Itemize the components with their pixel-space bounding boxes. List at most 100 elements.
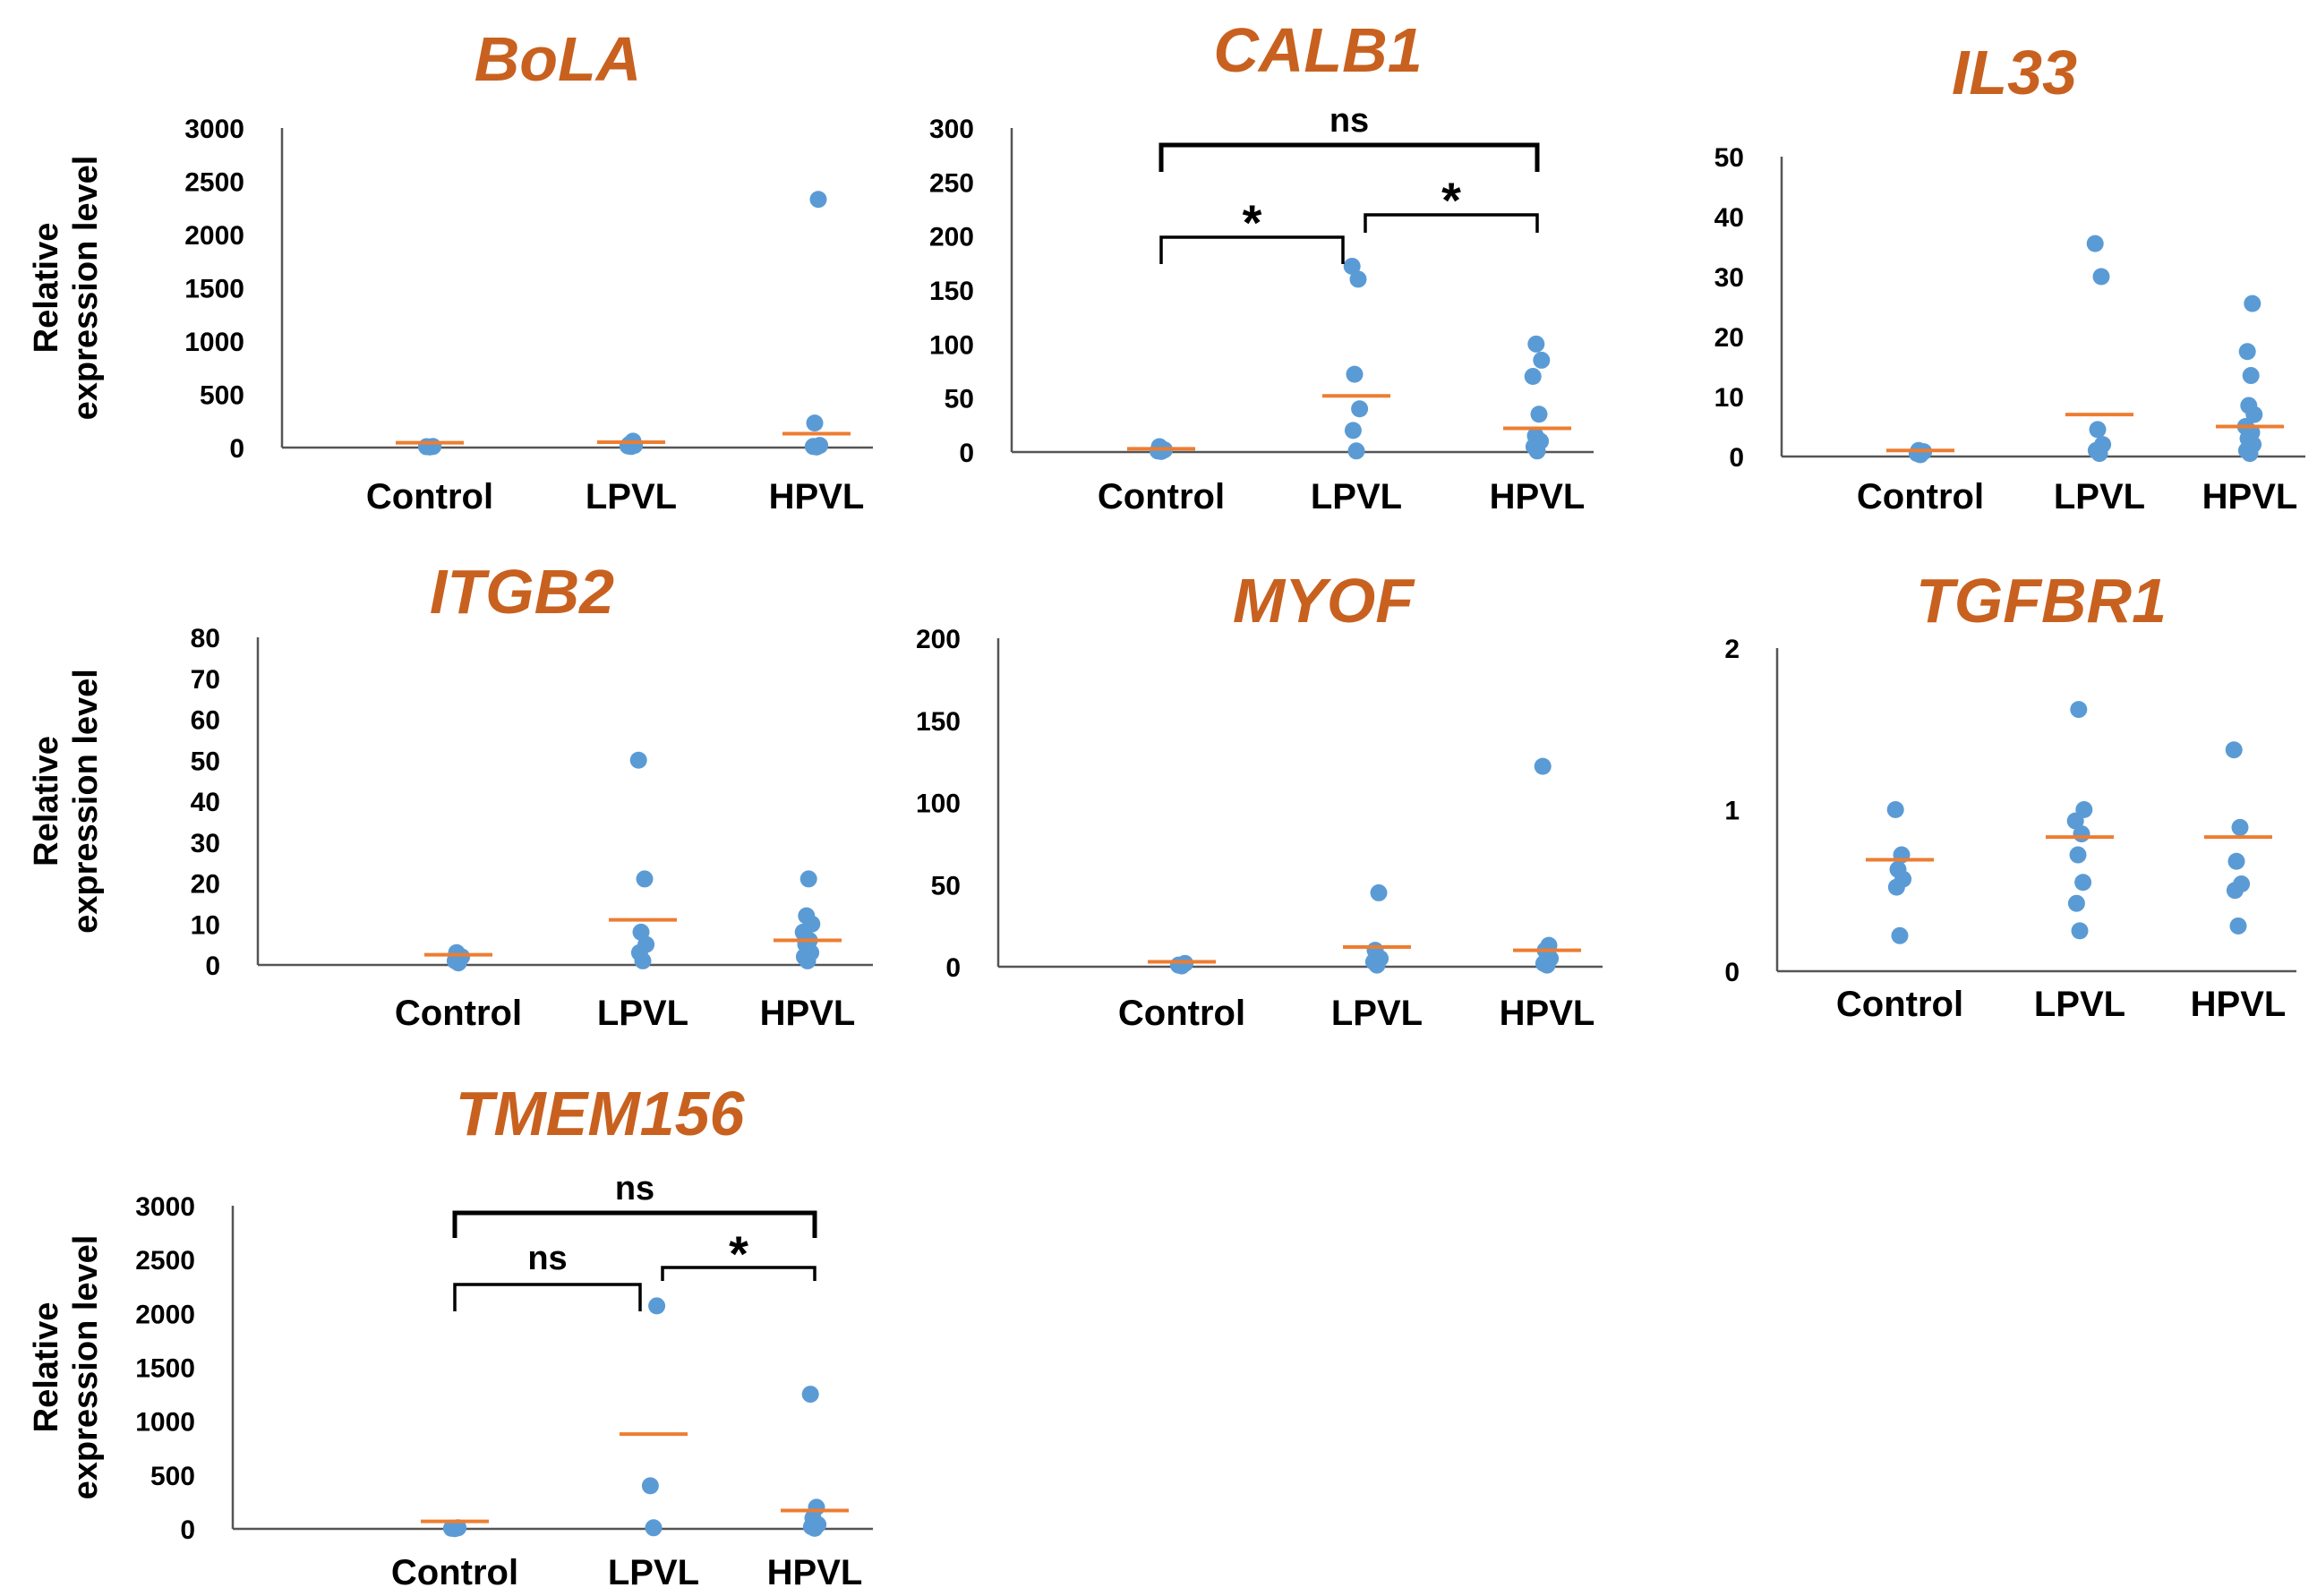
- x-category-label: LPVL: [2054, 477, 2145, 516]
- y-tick-label: 1000: [184, 328, 244, 357]
- y-tick-label: 10: [191, 910, 220, 940]
- data-point: [2225, 741, 2243, 759]
- chart-title: IL33: [1952, 38, 2077, 107]
- data-point: [2233, 875, 2251, 893]
- data-point: [1351, 400, 1369, 418]
- data-point: [2094, 436, 2112, 454]
- data-point: [809, 191, 827, 209]
- x-category-label: LPVL: [597, 994, 688, 1033]
- y-tick-label: 50: [191, 747, 220, 776]
- y-tick-label: 500: [200, 381, 244, 411]
- x-category-label: Control: [1098, 477, 1225, 516]
- significance-bracket: [453, 1283, 642, 1311]
- data-point: [641, 1477, 659, 1495]
- x-category-label: Control: [366, 477, 493, 516]
- y-tick-label: 2: [1724, 635, 1740, 664]
- x-category-label: HPVL: [1490, 477, 1586, 516]
- y-tick-label: 0: [180, 1515, 195, 1545]
- data-point: [1344, 422, 1362, 440]
- y-tick-label: 1500: [135, 1354, 195, 1384]
- y-tick-label: 2000: [184, 221, 244, 251]
- chart-myof: MYOF 0 50 100 150 200 Control LPVL HPVL: [916, 566, 1603, 1033]
- data-point: [2229, 917, 2247, 935]
- x-category-label: HPVL: [1500, 994, 1595, 1033]
- y-tick-label: 40: [191, 788, 220, 817]
- y-axis-label-line2: expression level: [67, 669, 105, 934]
- chart-il33: IL33 0 10 20 30 40 50 Control LPVL HPVL: [1714, 38, 2305, 516]
- data-point: [449, 1519, 467, 1537]
- y-tick-label: 300: [929, 115, 974, 144]
- y-tick-label: 1: [1724, 797, 1740, 826]
- significance-bracket: [1159, 235, 1345, 264]
- y-tick-label: 2500: [135, 1246, 195, 1276]
- data-point: [645, 1519, 663, 1537]
- x-category-label: LPVL: [1311, 477, 1402, 516]
- x-category-label: LPVL: [586, 477, 677, 516]
- chart-title: MYOF: [1233, 566, 1415, 636]
- x-category-label: LPVL: [608, 1553, 699, 1592]
- data-point: [1366, 942, 1384, 960]
- y-axis-label-line2: expression level: [67, 156, 105, 421]
- y-tick-label: 0: [959, 439, 974, 468]
- y-axis-label-line1: Relative: [28, 223, 65, 354]
- data-point: [799, 870, 817, 888]
- data-point: [2092, 268, 2110, 286]
- y-tick-label: 3000: [184, 115, 244, 144]
- data-point: [2086, 235, 2104, 252]
- y-axis-label-line2: expression level: [67, 1235, 105, 1500]
- data-point: [2231, 818, 2249, 836]
- chart-bola: BoLA Relative expression level 0 500 1000 1500…: [28, 24, 873, 516]
- data-point: [632, 923, 650, 941]
- x-category-label: Control: [1836, 985, 1963, 1024]
- x-category-label: LPVL: [1331, 994, 1423, 1033]
- x-category-label: HPVL: [2202, 477, 2298, 516]
- x-category-label: Control: [1857, 477, 1984, 516]
- data-point: [1527, 335, 1545, 353]
- significance-bracket: [1158, 142, 1540, 172]
- y-tick-label: 150: [929, 277, 974, 306]
- data-point: [2089, 421, 2107, 439]
- y-tick-label: 2000: [135, 1300, 195, 1329]
- y-tick-label: 0: [945, 953, 961, 983]
- significance-label: *: [1243, 194, 1262, 251]
- chart-title: TGFBR1: [1916, 566, 2167, 636]
- x-category-label: HPVL: [760, 994, 856, 1033]
- data-point: [801, 1386, 819, 1404]
- data-point: [448, 943, 466, 961]
- data-point: [2074, 874, 2092, 892]
- x-category-label: HPVL: [767, 1553, 863, 1592]
- data-point: [1533, 351, 1551, 369]
- y-tick-label: 0: [1724, 958, 1740, 987]
- y-tick-label: 50: [1714, 143, 1744, 173]
- y-tick-label: 100: [916, 789, 961, 819]
- significance-bracket: [661, 1266, 817, 1281]
- significance-label: ns: [615, 1170, 654, 1208]
- data-point: [2242, 367, 2260, 385]
- data-point: [636, 870, 654, 888]
- data-point: [1530, 405, 1548, 423]
- y-tick-label: 20: [1714, 323, 1744, 353]
- y-tick-label: 50: [945, 385, 974, 414]
- data-point: [808, 1498, 825, 1516]
- data-point: [1524, 368, 1542, 386]
- significance-label: *: [729, 1225, 748, 1282]
- y-tick-label: 1500: [184, 275, 244, 304]
- y-axis-label: Relative expression level: [28, 669, 105, 934]
- y-tick-label: 70: [191, 665, 220, 695]
- y-axis-label: Relative expression level: [28, 1235, 105, 1500]
- x-category-label: Control: [395, 994, 522, 1033]
- data-point: [1343, 257, 1361, 275]
- significance-label: ns: [527, 1240, 567, 1277]
- data-point: [1526, 427, 1544, 445]
- data-point: [2240, 397, 2258, 414]
- y-tick-label: 50: [931, 871, 961, 900]
- data-point: [629, 751, 647, 769]
- y-tick-label: 150: [916, 707, 961, 737]
- y-tick-label: 3000: [135, 1192, 195, 1222]
- significance-bracket: [452, 1210, 817, 1238]
- chart-tmem156: TMEM156 Relative expression level 0 500 1000 1…: [28, 1079, 873, 1592]
- data-point: [2067, 894, 2085, 912]
- data-point: [1886, 801, 1904, 818]
- x-category-label: Control: [1118, 994, 1245, 1033]
